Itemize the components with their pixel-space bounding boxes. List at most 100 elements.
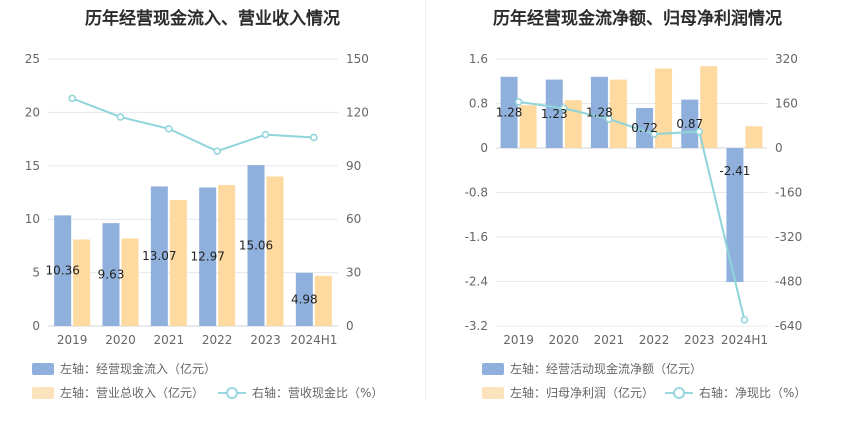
right-line-point [740,316,749,324]
left-bar [218,185,236,326]
y-right-tick-label: -320 [775,230,802,244]
right-bar [636,107,654,148]
left-line-point [261,130,270,139]
data-label: 1.28 [496,105,523,119]
y-right-tick-label: 160 [775,97,798,111]
y-left-tick-label: 0 [32,319,40,333]
right-line-point [605,115,613,123]
y-right-tick-label: 60 [346,212,361,226]
y-right-tick-label: 90 [346,159,361,173]
chart-svg-left: 0 5 10 15 20 25 0 30 60 90 120 150 2019 2020 2021 2022 2… [25,52,369,347]
legend-swatch-orange [482,386,504,399]
data-label: -2.41 [719,164,750,178]
chart-svg-right: -3.2 -2.4 -1.6 -0.8 0 0.8 1.6 -640 -480 -320 -160 0… [465,52,803,347]
x-tick-label: 2020 [105,333,136,347]
legend-label: 左轴：归母净利润（亿元） [510,386,655,400]
legend-item-right-bar2[interactable]: 左轴：归母净利润（亿元） [482,384,654,401]
x-tick-label: 2022 [202,333,233,347]
legend-label: 右轴：净现比（%） [699,386,807,400]
left-bar [247,165,265,326]
x-tick-label: 2021 [594,333,625,347]
right-bar [545,79,563,148]
y-left-tick-label: 25 [25,52,40,66]
left-line-point [165,125,173,133]
right-bar [726,148,744,283]
y-right-tick-label: -640 [775,319,802,333]
legend-label: 左轴：经营活动现金流净额（亿元） [510,362,703,376]
x-tick-label: 2019 [57,333,88,347]
y-left-tick-label: 20 [25,105,40,119]
right-bar [609,79,627,148]
legend-swatch-blue [482,362,504,375]
legend-item-left-bar2[interactable]: 左轴：营业总收入（亿元） [32,384,204,401]
right-bar [519,105,537,148]
legend-label: 右轴：营收现金比（%） [252,386,384,400]
x-tick-label: 2024H1 [290,333,337,347]
left-bar [150,186,168,326]
right-bar [700,66,718,148]
legend-label: 左轴：经营现金流入（亿元） [60,362,217,376]
y-right-tick-label: 0 [346,319,354,333]
y-left-tick-label: 1.6 [469,52,488,66]
x-tick-label: 2021 [154,333,185,347]
left-bar [102,223,120,326]
data-label: 0.72 [631,121,658,135]
left-bar [314,275,332,326]
chart-title-left: 历年经营现金流入、营业收入情况 [85,9,340,29]
left-line-point [116,113,125,121]
panel-divider [425,0,426,400]
y-left-tick-label: 10 [25,212,40,226]
left-line-point [68,94,76,103]
legend-swatch-blue [32,362,54,375]
data-label: 9.63 [98,268,125,282]
left-bar [73,239,91,326]
y-right-tick-label: 0 [775,141,783,155]
y-right-tick-label: -160 [775,186,802,200]
y-left-tick-label: -0.8 [465,186,488,200]
left-line-point [213,147,221,155]
left-bar [266,176,284,326]
chart-panel-left: 历年经营现金流入、营业收入情况 0 5 10 15 20 25 0 30 60 90 120 150 2… [25,9,384,401]
right-bar [745,126,763,148]
y-right-tick-label: 30 [346,266,361,280]
y-right-tick-label: 150 [346,52,369,66]
legend-line-icon [218,386,246,399]
left-bar [121,238,139,326]
right-line-series [518,100,746,321]
data-label: 15.06 [239,239,273,253]
left-bar [295,272,313,326]
y-left-tick-label: 0.8 [469,97,488,111]
legend-item-right-line[interactable]: 右轴：净现比（%） [665,384,806,401]
legend-item-left-line[interactable]: 右轴：营收现金比（%） [218,384,383,401]
left-bar [54,215,72,326]
left-line-point [310,133,318,142]
right-line-point [560,104,568,112]
data-label: 1.28 [586,105,613,119]
data-label: 10.36 [45,264,79,278]
data-label: 0.87 [676,117,703,131]
y-left-tick-label: 5 [32,266,40,280]
y-left-tick-label: 15 [25,159,40,173]
y-left-tick-label: -1.6 [465,230,488,244]
x-tick-label: 2022 [639,333,670,347]
data-label: 1.23 [541,107,568,121]
left-bar [169,199,187,326]
left-bar [199,187,217,326]
y-right-tick-label: 320 [775,52,798,66]
y-right-tick-label: 120 [346,105,369,119]
legend-swatch-orange [32,386,54,399]
right-line-point [650,130,658,138]
x-tick-label: 2023 [684,333,715,347]
legend-label: 左轴：营业总收入（亿元） [60,386,205,400]
y-left-tick-label: 0 [480,141,488,155]
legend-line-icon [665,386,693,399]
legend-item-left-bar1[interactable]: 左轴：经营现金流入（亿元） [32,360,216,377]
legend-item-right-bar1[interactable]: 左轴：经营活动现金流净额（亿元） [482,360,702,377]
x-tick-label: 2024H1 [721,333,768,347]
chart-panel-right: 历年经营现金流净额、归母净利润情况 -3.2 -2.4 -1.6 -0.8 0 0.8 1.… [425,0,850,437]
left-line-series [71,97,314,153]
y-left-tick-label: -3.2 [465,319,488,333]
y-right-tick-label: -480 [775,275,802,289]
right-bar [681,99,699,148]
